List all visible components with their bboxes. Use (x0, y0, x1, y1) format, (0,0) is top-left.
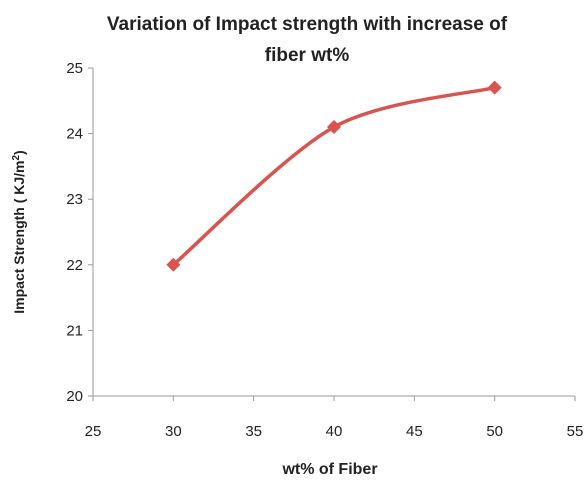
y-axis-ticks: 20 21 22 23 24 25 (66, 60, 93, 405)
x-tick-label: 45 (406, 423, 423, 440)
y-tick-label: 24 (66, 126, 83, 143)
x-tick-label: 35 (245, 423, 262, 440)
x-tick-label: 55 (567, 423, 584, 440)
x-tick-label: 50 (486, 423, 503, 440)
data-point-marker (327, 120, 341, 135)
data-point-marker (487, 80, 502, 95)
y-tick-label: 22 (66, 257, 83, 274)
y-tick-label: 21 (66, 322, 83, 339)
x-tick-label: 40 (326, 423, 343, 440)
y-axis-title-close: ) (11, 150, 27, 155)
y-tick-label: 20 (66, 388, 83, 405)
chart-title-line-2: fiber wt% (265, 45, 350, 66)
y-tick-label: 25 (66, 60, 83, 77)
series-markers (166, 80, 502, 272)
x-axis-title: wt% of Fiber (281, 461, 377, 478)
series-line (171, 85, 497, 267)
y-axis-title-main: Impact Strength ( KJ/m (11, 160, 27, 313)
x-tick-label: 25 (85, 423, 102, 440)
y-tick-label: 23 (66, 191, 83, 208)
data-point-marker (166, 257, 181, 272)
y-axis-title-superscript: 2 (11, 154, 22, 160)
y-axis-title: Impact Strength ( KJ/m2) (11, 150, 28, 313)
x-tick-label: 30 (165, 423, 182, 440)
chart-title-line-1: Variation of Impact strength with increa… (107, 14, 508, 35)
x-axis-ticks: 25 30 35 40 45 50 55 (85, 396, 584, 440)
